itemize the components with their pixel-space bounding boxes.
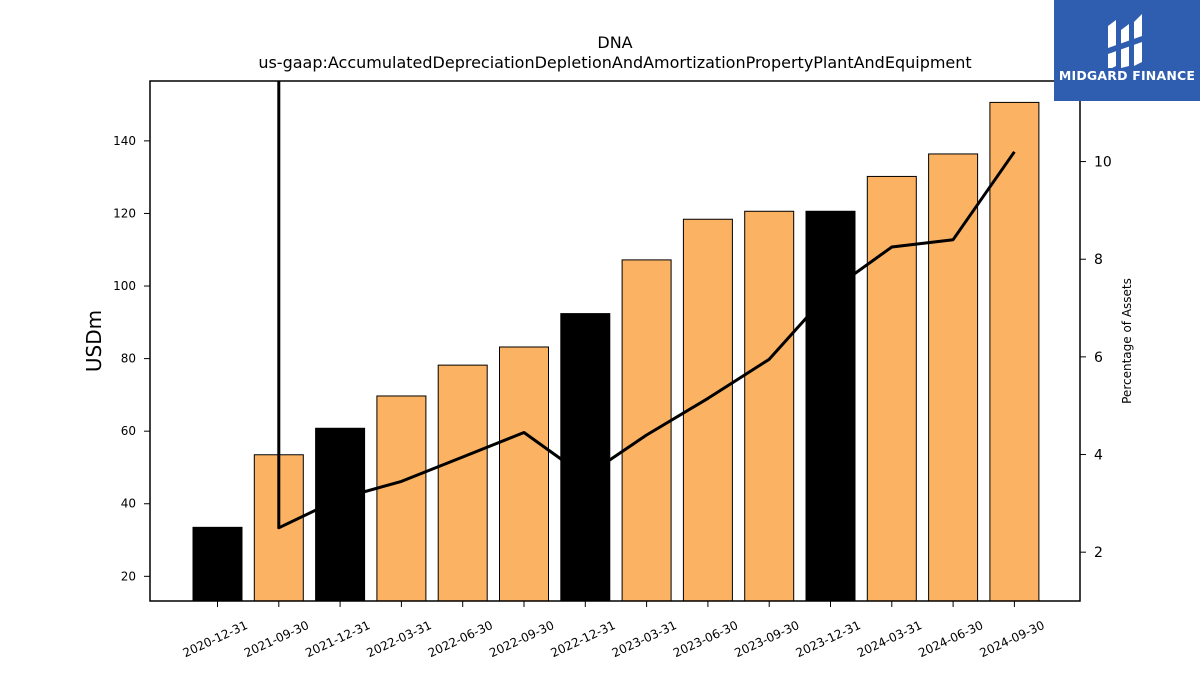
y-tick-label-140: 140	[113, 134, 136, 148]
y2-tick-label-4: 4	[1094, 448, 1103, 464]
bar-2022-12-31	[560, 313, 611, 602]
bar-2020-12-31	[192, 526, 243, 602]
y-tick-label-40: 40	[121, 497, 136, 511]
bar-2022-03-31	[376, 395, 427, 602]
x-tick-label-2020-12-31: 2020-12-31	[181, 618, 250, 660]
x-tick-label-2022-09-30: 2022-09-30	[487, 618, 556, 660]
y-tick-label-60: 60	[121, 424, 136, 438]
bar-2022-09-30	[499, 346, 549, 602]
bar-2021-12-31	[315, 427, 366, 602]
y-tick-label-20: 20	[121, 569, 136, 583]
bar-2023-12-31	[805, 210, 856, 602]
y2-tick-label-2: 2	[1094, 545, 1103, 561]
bar-2023-06-30	[682, 218, 733, 602]
y2-axis-label: Percentage of Assets	[1120, 278, 1134, 404]
bar-2022-06-30	[437, 364, 488, 602]
y-tick-label-80: 80	[121, 352, 136, 366]
bar-2024-06-30	[928, 153, 979, 602]
y2-tick-label-8: 8	[1094, 252, 1103, 268]
x-tick-label-2021-09-30: 2021-09-30	[242, 618, 311, 660]
x-tick-label-2024-06-30: 2024-06-30	[916, 618, 985, 660]
chart-title: DNA	[597, 33, 632, 52]
y-tick-label-120: 120	[113, 206, 136, 220]
bar-2023-03-31	[621, 259, 672, 602]
logo: MIDGARD FINANCE	[1054, 0, 1200, 101]
y-axis-label: USDm	[82, 310, 106, 372]
percentage-line	[277, 81, 1016, 530]
x-tick-label-2023-12-31: 2023-12-31	[794, 618, 863, 660]
x-tick-label-2023-03-31: 2023-03-31	[610, 618, 679, 660]
logo-text: MIDGARD FINANCE	[1058, 68, 1196, 83]
x-tick-label-2022-03-31: 2022-03-31	[365, 618, 434, 660]
x-tick-label-2023-06-30: 2023-06-30	[671, 618, 740, 660]
x-tick-label-2023-09-30: 2023-09-30	[732, 618, 801, 660]
logo-mark-icon	[1108, 14, 1142, 68]
plot-frame	[149, 80, 1081, 602]
line-group	[277, 81, 1016, 530]
bar-2023-09-30	[744, 210, 795, 602]
bar-2024-03-31	[866, 175, 917, 602]
y2-tick-label-6: 6	[1094, 350, 1103, 366]
chart-subtitle: us-gaap:AccumulatedDepreciationDepletion…	[258, 53, 971, 72]
x-tick-label-2022-12-31: 2022-12-31	[548, 618, 617, 660]
x-tick-label-2024-09-30: 2024-09-30	[978, 618, 1047, 660]
x-tick-label-2022-06-30: 2022-06-30	[426, 618, 495, 660]
bars-group	[192, 101, 1040, 602]
bar-2024-09-30	[989, 101, 1040, 602]
y-tick-label-100: 100	[113, 279, 136, 293]
x-tick-label-2024-03-31: 2024-03-31	[855, 618, 924, 660]
x-tick-label-2021-12-31: 2021-12-31	[303, 618, 372, 660]
y2-tick-label-10: 10	[1094, 155, 1112, 171]
